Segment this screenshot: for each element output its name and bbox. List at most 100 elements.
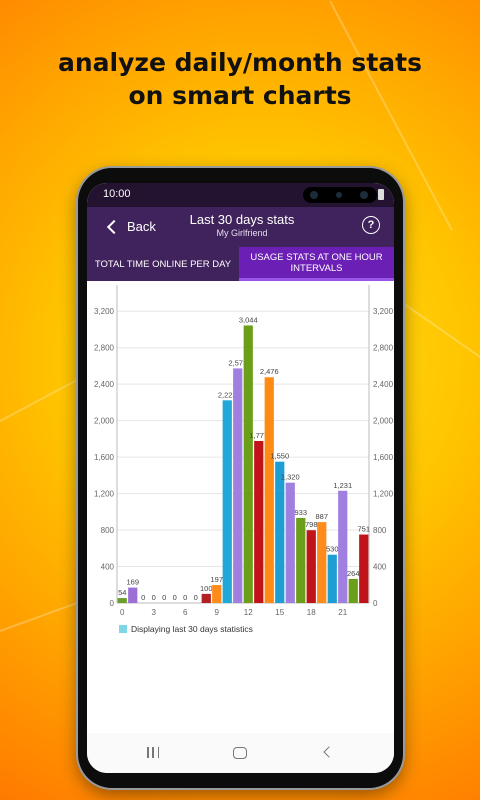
status-bar: 10:00	[87, 183, 394, 207]
bar-value-label: 0	[194, 593, 198, 602]
x-tick-label: 0	[120, 608, 125, 617]
recent-apps-icon[interactable]	[147, 747, 159, 758]
y-tick-label-left: 1,600	[94, 453, 115, 462]
bar-value-label: 100	[200, 584, 213, 593]
camera-lens-icon	[360, 191, 368, 199]
bar-value-label: 530	[326, 545, 339, 554]
y-tick-label-right: 2,800	[373, 344, 394, 353]
y-tick-label-left: 2,400	[94, 380, 115, 389]
x-tick-label: 3	[152, 608, 157, 617]
chart-bar	[348, 578, 358, 603]
y-tick-label-left: 2,800	[94, 344, 115, 353]
bar-value-label: 0	[152, 593, 156, 602]
chart-bar	[317, 522, 327, 603]
x-tick-label: 18	[307, 608, 316, 617]
bar-value-label: 0	[183, 593, 187, 602]
y-tick-label-left: 1,200	[94, 490, 115, 499]
x-tick-label: 12	[244, 608, 253, 617]
bar-value-label: 197	[210, 575, 223, 584]
chart-area: 0 0 400 400 800 800 1,200 1,200 1,600 1,600 2,000 2…	[87, 281, 394, 733]
chart-bar	[222, 400, 232, 603]
tab-label: TOTAL TIME ONLINE PER DAY	[94, 258, 232, 270]
page-subtitle: My Girlfriend	[216, 228, 268, 238]
bar-value-label: 264	[347, 569, 360, 578]
battery-icon	[378, 189, 384, 200]
back-label: Back	[127, 219, 156, 234]
chart-bar	[233, 368, 243, 603]
bar-value-label: 798	[305, 520, 318, 529]
y-tick-label-right: 3,200	[373, 307, 394, 316]
nav-back-icon[interactable]	[323, 746, 335, 758]
legend-label: Displaying last 30 days statistics	[131, 624, 253, 634]
bar-value-label: 0	[162, 593, 166, 602]
promo-headline-line2: on smart charts	[128, 81, 352, 110]
bar-value-label: 2,223	[218, 390, 237, 399]
phone-frame: 10:00 Back Last 30 days stats My Girlfri…	[78, 168, 403, 788]
chart-bar	[296, 517, 306, 603]
bar-value-label: 0	[141, 593, 145, 602]
y-tick-label-left: 0	[110, 599, 115, 608]
chart-bar	[264, 377, 274, 603]
y-tick-label-right: 1,600	[373, 453, 394, 462]
x-tick-label: 21	[338, 608, 347, 617]
x-tick-label: 9	[215, 608, 220, 617]
chart-bar	[212, 585, 222, 603]
y-tick-label-left: 3,200	[94, 307, 115, 316]
bar-value-label: 54	[118, 588, 126, 597]
legend-swatch	[119, 625, 127, 633]
bar-value-label: 3,044	[239, 315, 258, 324]
sensor-icon	[336, 192, 342, 198]
help-button[interactable]: ?	[362, 216, 380, 234]
chart-bar	[254, 440, 264, 603]
y-tick-label-left: 2,000	[94, 417, 115, 426]
bar-value-label: 1,231	[333, 481, 352, 490]
chevron-left-icon	[106, 219, 122, 235]
phone-screen: 10:00 Back Last 30 days stats My Girlfri…	[87, 183, 394, 773]
bar-value-label: 0	[173, 593, 177, 602]
bar-value-label: 1,320	[281, 473, 300, 482]
home-icon[interactable]	[233, 747, 247, 759]
bar-value-label: 1,550	[270, 452, 289, 461]
bar-value-label: 2,476	[260, 367, 279, 376]
y-tick-label-right: 2,000	[373, 417, 394, 426]
page-title: Last 30 days stats	[189, 212, 295, 227]
y-tick-label-left: 800	[101, 526, 115, 535]
bar-value-label: 169	[126, 578, 139, 587]
title-block: Last 30 days stats My Girlfriend	[147, 212, 337, 239]
x-tick-label: 15	[275, 608, 284, 617]
chart-bar	[117, 598, 127, 603]
y-tick-label-right: 400	[373, 563, 387, 572]
bar-value-label: 751	[357, 525, 370, 534]
y-tick-label-right: 800	[373, 526, 387, 535]
bar-value-label: 887	[315, 512, 328, 521]
app-bar: Back Last 30 days stats My Girlfriend ?	[87, 207, 394, 247]
chart-bar	[128, 587, 138, 603]
android-nav-bar	[87, 733, 394, 773]
tab-label: USAGE STATS AT ONE HOUR INTERVALS	[250, 251, 383, 274]
y-tick-label-right: 0	[373, 599, 378, 608]
promo-headline-line1: analyze daily/month stats	[58, 48, 422, 77]
chart-bar	[275, 461, 285, 603]
chart-bar	[285, 482, 295, 603]
y-tick-label-left: 400	[101, 563, 115, 572]
chart-bar	[201, 593, 211, 603]
bar-value-label: 1,777	[249, 431, 268, 440]
help-icon: ?	[367, 219, 375, 231]
chart-bar	[327, 554, 337, 603]
bar-value-label: 2,573	[228, 358, 247, 367]
y-tick-label-right: 1,200	[373, 490, 394, 499]
back-button[interactable]: Back	[106, 219, 156, 235]
chart-bar	[338, 490, 348, 603]
bar-value-label: 933	[294, 508, 307, 517]
x-tick-label: 6	[183, 608, 188, 617]
tab-usage-stats-hourly[interactable]: USAGE STATS AT ONE HOUR INTERVALS	[239, 247, 394, 281]
camera-lens-icon	[310, 191, 318, 199]
promo-headline: analyze daily/month stats on smart chart…	[0, 46, 480, 112]
status-time: 10:00	[103, 188, 131, 200]
camera-cutout-icon	[303, 187, 377, 203]
tab-bar: TOTAL TIME ONLINE PER DAY USAGE STATS AT…	[87, 247, 394, 281]
tab-total-time-online[interactable]: TOTAL TIME ONLINE PER DAY	[87, 247, 239, 281]
chart-bar	[243, 325, 253, 603]
chart-bar	[306, 530, 316, 603]
